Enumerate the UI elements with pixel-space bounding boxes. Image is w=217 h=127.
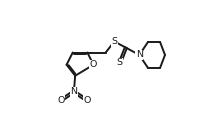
Text: N: N — [136, 50, 143, 59]
Text: O: O — [58, 96, 65, 105]
Text: N: N — [71, 87, 77, 96]
Text: O: O — [90, 60, 97, 69]
Text: O: O — [83, 96, 90, 105]
Text: S: S — [117, 58, 123, 67]
Text: S: S — [111, 37, 117, 46]
